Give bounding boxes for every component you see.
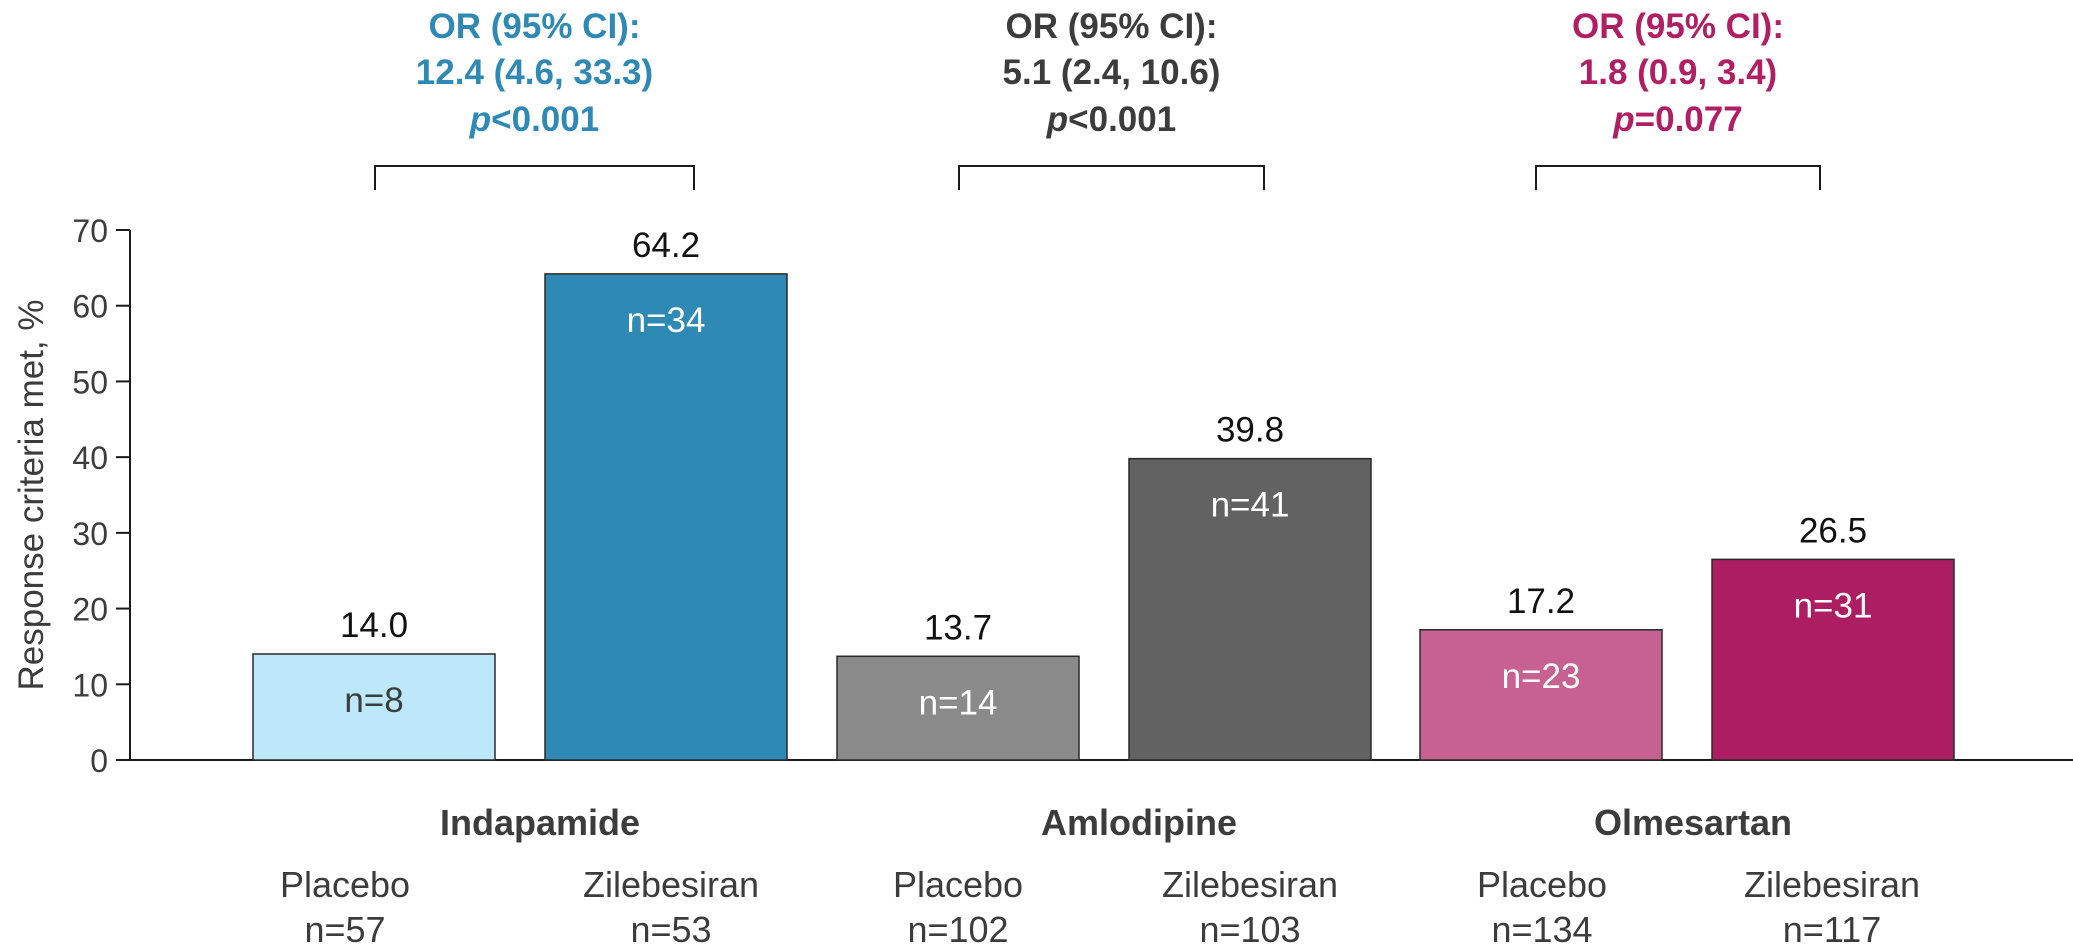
bar-category-label: Placebo (1477, 864, 1607, 905)
comparison-bracket (958, 165, 1265, 190)
bar-value-label: 39.8 (1216, 411, 1284, 450)
y-tick-label: 20 (72, 592, 108, 628)
comparison-bracket (374, 165, 695, 190)
bar-value-label: 13.7 (924, 608, 992, 647)
y-tick-label: 0 (90, 743, 108, 779)
bar-series: 14.0 n=8 64.2 n=34 13.7 n=14 39.8 n=41 17.2 n=23 2… (252, 226, 1955, 761)
or-title: OR (95% CI): (429, 7, 641, 46)
p-value: p=0.077 (1612, 100, 1742, 139)
bar-sample-size-label: n=103 (1199, 909, 1300, 950)
or-value: 12.4 (4.6, 33.3) (416, 53, 653, 92)
bar-sample-size-label: n=57 (304, 909, 385, 950)
bar-n-label: n=8 (344, 681, 403, 720)
group-label: Amlodipine (1041, 802, 1237, 843)
p-symbol: p (469, 100, 491, 139)
p-number: =0.077 (1635, 100, 1743, 139)
bar-n-label: n=14 (919, 683, 998, 722)
bar (1128, 457, 1372, 761)
y-tick-label: 40 (72, 440, 108, 476)
bar-sample-size-label: n=53 (630, 909, 711, 950)
y-tick-label: 10 (72, 667, 108, 703)
bar-sample-size-label: n=117 (1783, 909, 1881, 950)
bar-value-label: 14.0 (340, 606, 408, 645)
y-tick-label: 30 (72, 516, 108, 552)
bar-value-label: 64.2 (632, 226, 700, 265)
or-value: 5.1 (2.4, 10.6) (1003, 53, 1221, 92)
or-title: OR (95% CI): (1006, 7, 1218, 46)
y-tick-label: 50 (72, 364, 108, 400)
p-value: p<0.001 (1046, 100, 1176, 139)
p-number: <0.001 (491, 100, 599, 139)
p-symbol: p (1612, 100, 1634, 139)
bar-sample-size-label: n=102 (907, 909, 1008, 950)
bar (544, 273, 788, 761)
bar-n-label: n=31 (1794, 586, 1873, 625)
y-axis-ticks: 0 10 20 30 40 50 60 70 (72, 213, 130, 779)
group-label: Indapamide (440, 802, 640, 843)
bar (1711, 558, 1955, 761)
group-label: Olmesartan (1594, 802, 1792, 843)
bar-n-label: n=34 (627, 301, 706, 340)
bar-n-label: n=41 (1211, 486, 1290, 525)
bar-category-label: Placebo (280, 864, 410, 905)
or-value: 1.8 (0.9, 3.4) (1579, 53, 1777, 92)
bar-category-label: Zilebesiran (583, 864, 759, 905)
or-title: OR (95% CI): (1572, 7, 1784, 46)
bar-value-label: 17.2 (1507, 582, 1575, 621)
bar-category-label: Zilebesiran (1162, 864, 1338, 905)
bar-category-label: Zilebesiran (1744, 864, 1920, 905)
bar-sample-size-label: n=134 (1491, 909, 1592, 950)
bar-n-label: n=23 (1502, 657, 1581, 696)
y-tick-label: 70 (72, 213, 108, 249)
bar-value-label: 26.5 (1799, 511, 1867, 550)
y-tick-label: 60 (72, 289, 108, 325)
p-number: <0.001 (1068, 100, 1176, 139)
bar (836, 655, 1080, 761)
p-symbol: p (1046, 100, 1068, 139)
bar-category-label: Placebo (893, 864, 1023, 905)
bar (252, 653, 496, 761)
comparison-bracket (1535, 165, 1821, 190)
p-value: p<0.001 (469, 100, 599, 139)
bar (1419, 629, 1663, 761)
x-axis-labels: IndapamidePlacebon=57Zilebesirann=53Amlo… (280, 802, 1920, 950)
y-axis-label: Response criteria met, % (12, 300, 51, 691)
